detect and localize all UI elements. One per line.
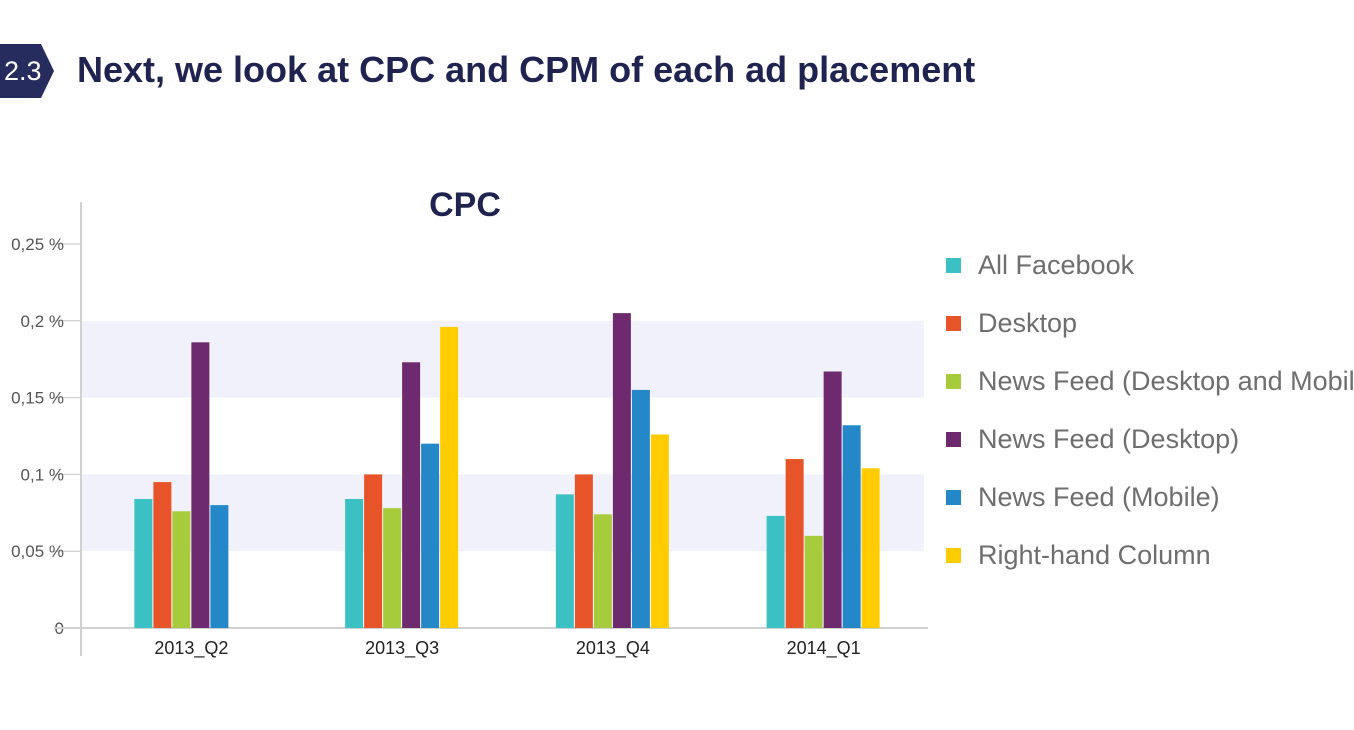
x-tick-label: 2014_Q1 xyxy=(787,638,861,659)
legend-label: News Feed (Desktop) xyxy=(978,424,1240,454)
legend-label: All Facebook xyxy=(978,250,1135,280)
legend-label: News Feed (Mobile) xyxy=(978,482,1220,512)
y-tick-label: 0,15 % xyxy=(11,389,64,408)
legend-swatch xyxy=(946,374,961,389)
bar-news-feed-desktop-2013_q3 xyxy=(402,362,421,628)
bar-all-facebook-2014_q1 xyxy=(766,515,785,628)
bar-all-facebook-2013_q2 xyxy=(134,498,153,628)
legend-swatch xyxy=(946,490,961,505)
chart-legend: All Facebook Desktop News Feed (Desktop an… xyxy=(946,245,1354,593)
legend-item: News Feed (Desktop and Mobile) xyxy=(946,361,1354,419)
y-tick-label: 0,05 % xyxy=(11,542,64,561)
bar-news-feed-desktop-2013_q2 xyxy=(191,342,210,628)
bar-right-hand-column-2014_q1 xyxy=(861,468,880,628)
bar-news-feed-mobile-2014_q1 xyxy=(842,425,861,628)
grid-band xyxy=(81,320,924,398)
bar-news-feed-desktop-2014_q1 xyxy=(823,371,842,628)
legend-item: News Feed (Mobile) xyxy=(946,477,1354,535)
bar-desktop-2013_q2 xyxy=(153,482,172,628)
cpc-chart-plot: 00,05 %0,1 %0,15 %0,2 %0,25 %CPC2013_Q22… xyxy=(11,186,928,659)
legend-item: Right-hand Column xyxy=(946,535,1354,593)
legend-item: Desktop xyxy=(946,303,1354,361)
bar-news-feed-desktop-and-mobile-2013_q2 xyxy=(172,511,191,628)
y-tick-label: 0,25 % xyxy=(11,235,64,254)
cpc-chart: 00,05 %0,1 %0,15 %0,2 %0,25 %CPC2013_Q22… xyxy=(0,160,1354,680)
bar-news-feed-desktop-2013_q4 xyxy=(612,313,631,628)
bar-news-feed-desktop-and-mobile-2013_q4 xyxy=(593,514,612,628)
bar-right-hand-column-2013_q4 xyxy=(650,434,669,628)
section-number: 2.3 xyxy=(4,56,42,86)
bar-news-feed-mobile-2013_q3 xyxy=(421,443,440,628)
bar-news-feed-desktop-and-mobile-2014_q1 xyxy=(804,535,823,628)
bar-news-feed-mobile-2013_q2 xyxy=(210,505,229,628)
bar-desktop-2013_q3 xyxy=(364,474,383,628)
x-tick-label: 2013_Q3 xyxy=(365,638,439,659)
chart-title: CPC xyxy=(429,186,501,224)
legend-swatch xyxy=(946,316,961,331)
section-header: 2.3 Next, we look at CPC and CPM of each… xyxy=(0,44,1354,98)
legend-item: News Feed (Desktop) xyxy=(946,419,1354,477)
legend-swatch xyxy=(946,548,961,563)
bar-right-hand-column-2013_q3 xyxy=(440,326,459,628)
section-number-badge: 2.3 xyxy=(0,44,54,98)
bar-desktop-2013_q4 xyxy=(574,474,593,628)
x-tick-label: 2013_Q4 xyxy=(576,638,650,659)
bar-desktop-2014_q1 xyxy=(785,459,804,628)
legend-swatch xyxy=(946,258,961,273)
legend-label: Desktop xyxy=(978,308,1078,338)
y-tick-label: 0,2 % xyxy=(21,312,64,331)
y-tick-label: 0,1 % xyxy=(21,465,64,484)
legend-swatch xyxy=(946,432,961,447)
bar-news-feed-mobile-2013_q4 xyxy=(631,389,650,628)
x-tick-label: 2013_Q2 xyxy=(154,638,228,659)
legend-label: Right-hand Column xyxy=(978,540,1211,570)
bar-news-feed-desktop-and-mobile-2013_q3 xyxy=(383,508,402,628)
legend-item: All Facebook xyxy=(946,245,1354,303)
legend-label: News Feed (Desktop and Mobile) xyxy=(978,366,1354,396)
badge-shape xyxy=(0,44,54,98)
bar-all-facebook-2013_q4 xyxy=(555,494,574,628)
bar-all-facebook-2013_q3 xyxy=(345,498,364,628)
page-title: Next, we look at CPC and CPM of each ad … xyxy=(77,49,976,90)
